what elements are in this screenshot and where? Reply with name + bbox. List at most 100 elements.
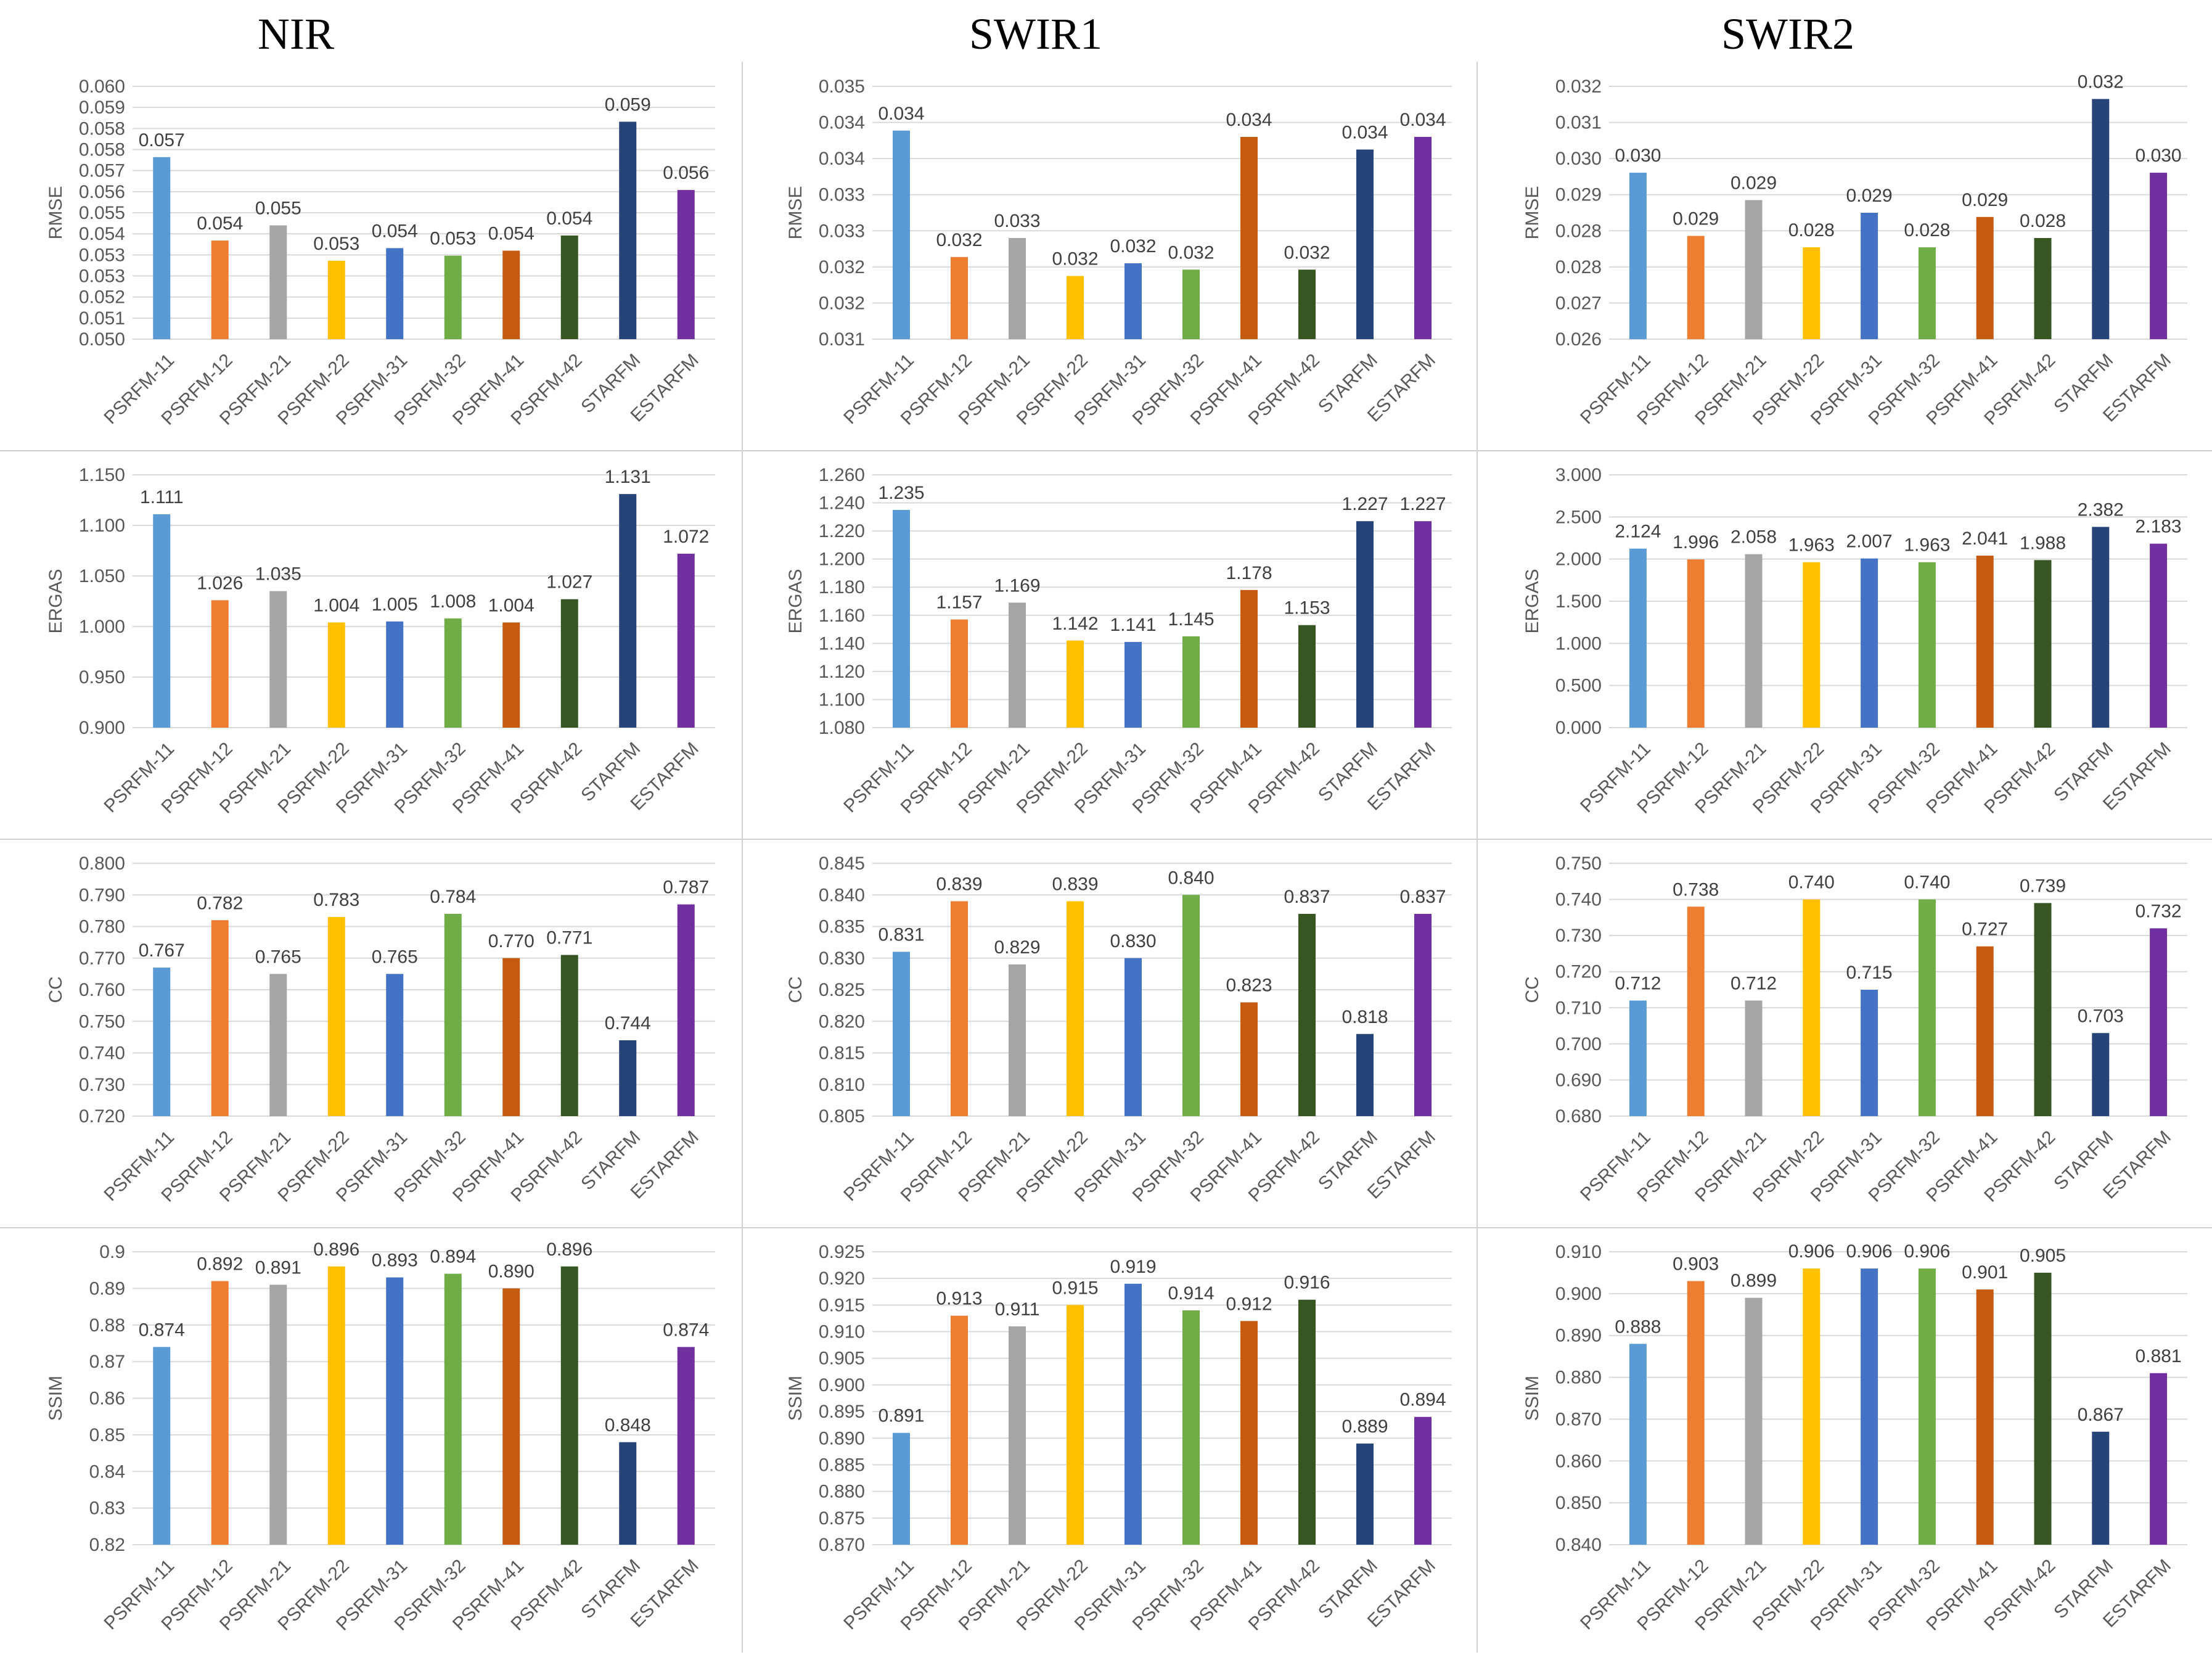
data-label: 0.029 <box>1731 173 1777 194</box>
data-label: 0.029 <box>1673 209 1719 229</box>
data-label: 0.894 <box>430 1247 476 1267</box>
column-title-swir2: SWIR2 <box>1721 9 1854 59</box>
y-tick-label: 0.845 <box>819 853 865 874</box>
data-label: 0.054 <box>488 224 535 244</box>
y-tick-label: 0.730 <box>79 1075 125 1095</box>
bar-psrfm-41 <box>1240 137 1258 339</box>
data-label: 0.770 <box>488 931 535 951</box>
data-label: 0.744 <box>605 1013 651 1033</box>
y-tick-label: 1.160 <box>819 606 865 626</box>
bar-starfm <box>1356 149 1374 339</box>
column-title-nir: NIR <box>258 9 334 59</box>
bar-estarfm <box>1414 521 1432 728</box>
y-tick-label: 0.825 <box>819 980 865 1000</box>
bar-estarfm <box>677 1347 695 1545</box>
bar-starfm <box>619 494 637 728</box>
bar-psrfm-41 <box>502 250 520 339</box>
y-tick-label: 0.910 <box>819 1322 865 1342</box>
data-label: 0.712 <box>1731 974 1777 994</box>
data-label: 0.029 <box>1846 186 1893 206</box>
y-tick-label: 0.83 <box>89 1498 125 1519</box>
bar-psrfm-42 <box>560 955 578 1116</box>
y-tick-label: 0.915 <box>819 1295 865 1315</box>
data-label: 0.059 <box>605 94 651 115</box>
bar-psrfm-22 <box>327 622 345 728</box>
data-label: 0.712 <box>1615 974 1661 994</box>
y-tick-label: 0.057 <box>79 161 125 181</box>
y-tick-label: 0.056 <box>79 182 125 202</box>
data-label: 1.008 <box>430 591 476 612</box>
bar-estarfm <box>2150 928 2168 1116</box>
data-label: 0.028 <box>1788 220 1835 240</box>
data-label: 0.034 <box>1399 110 1446 130</box>
data-label: 1.026 <box>197 573 243 593</box>
bar-psrfm-42 <box>2034 903 2052 1116</box>
bar-psrfm-42 <box>2034 1272 2052 1545</box>
bar-psrfm-31 <box>1861 558 1878 728</box>
bar-estarfm <box>677 553 695 728</box>
bar-psrfm-42 <box>1298 914 1316 1116</box>
bar-estarfm <box>2150 543 2168 728</box>
data-label: 0.906 <box>1846 1241 1893 1262</box>
chart-swir2-ergas: 0.000 0.500 1.000 1.500 2.000 2.500 3.000 ERGAS… <box>1477 450 2212 839</box>
bar-psrfm-42 <box>1298 269 1316 339</box>
bar-psrfm-42 <box>560 599 578 728</box>
chart-nir-ergas: 0.900 0.950 1.000 1.050 1.100 1.150 ERGAS 1.111… <box>0 450 740 839</box>
y-axis-label: SSIM <box>785 1376 806 1421</box>
data-label: 2.124 <box>1615 522 1661 542</box>
y-tick-label: 0.790 <box>79 885 125 905</box>
data-label: 0.030 <box>2136 146 2182 166</box>
y-tick-label: 0.690 <box>1555 1070 1602 1090</box>
bar-psrfm-21 <box>269 225 287 339</box>
bar-estarfm <box>2150 173 2168 339</box>
data-label: 0.890 <box>488 1261 535 1281</box>
data-label: 1.027 <box>546 572 592 593</box>
bar-psrfm-32 <box>1182 269 1200 339</box>
bar-estarfm <box>1414 137 1432 339</box>
y-tick-label: 0.720 <box>79 1106 125 1127</box>
bar-psrfm-32 <box>444 255 462 339</box>
y-tick-label: 0.029 <box>1555 185 1602 205</box>
bar-starfm <box>2092 99 2110 339</box>
data-label: 0.906 <box>1904 1241 1950 1262</box>
bar-psrfm-12 <box>951 1315 968 1545</box>
data-label: 0.892 <box>197 1254 243 1275</box>
bar-psrfm-42 <box>560 1266 578 1545</box>
data-label: 0.867 <box>2078 1405 2124 1425</box>
data-label: 0.032 <box>2078 72 2124 92</box>
data-label: 0.905 <box>2020 1246 2066 1266</box>
chart-swir2-ssim: 0.840 0.850 0.860 0.870 0.880 0.890 0.900 0.910… <box>1477 1227 2212 1659</box>
y-axis-label: RMSE <box>1522 186 1542 240</box>
data-label: 1.131 <box>605 467 651 487</box>
bar-psrfm-22 <box>1803 562 1821 728</box>
data-label: 0.034 <box>878 104 924 124</box>
y-tick-label: 0.82 <box>89 1535 125 1555</box>
data-label: 0.053 <box>313 234 359 254</box>
data-label: 0.896 <box>546 1239 592 1260</box>
data-label: 1.153 <box>1284 598 1330 618</box>
chart-swir1-ergas: 1.080 1.100 1.120 1.140 1.160 1.180 1.200 1.220… <box>740 450 1477 839</box>
data-label: 0.787 <box>663 877 709 898</box>
data-label: 0.738 <box>1673 879 1719 900</box>
data-label: 0.874 <box>663 1320 709 1340</box>
data-label: 0.889 <box>1342 1416 1388 1437</box>
y-tick-label: 1.180 <box>819 577 865 598</box>
y-tick-label: 0.870 <box>819 1535 865 1555</box>
data-label: 0.829 <box>994 937 1040 958</box>
y-tick-label: 0.710 <box>1555 998 1602 1018</box>
y-tick-label: 1.220 <box>819 521 865 541</box>
y-tick-label: 0.85 <box>89 1425 125 1445</box>
bar-starfm <box>1356 1443 1374 1545</box>
bar-psrfm-41 <box>502 958 520 1116</box>
bar-starfm <box>619 1442 637 1545</box>
y-tick-label: 1.240 <box>819 493 865 514</box>
data-label: 1.072 <box>663 527 709 547</box>
column-divider-1 <box>742 62 743 1653</box>
data-label: 0.903 <box>1673 1254 1719 1275</box>
bar-psrfm-32 <box>444 1273 462 1545</box>
chart-nir-cc: 0.720 0.730 0.740 0.750 0.760 0.770 0.780 0.790… <box>0 839 740 1227</box>
data-label: 0.028 <box>1904 220 1950 240</box>
data-label: 2.382 <box>2078 499 2124 520</box>
data-label: 0.906 <box>1788 1241 1835 1262</box>
y-tick-label: 0.860 <box>1555 1451 1602 1471</box>
